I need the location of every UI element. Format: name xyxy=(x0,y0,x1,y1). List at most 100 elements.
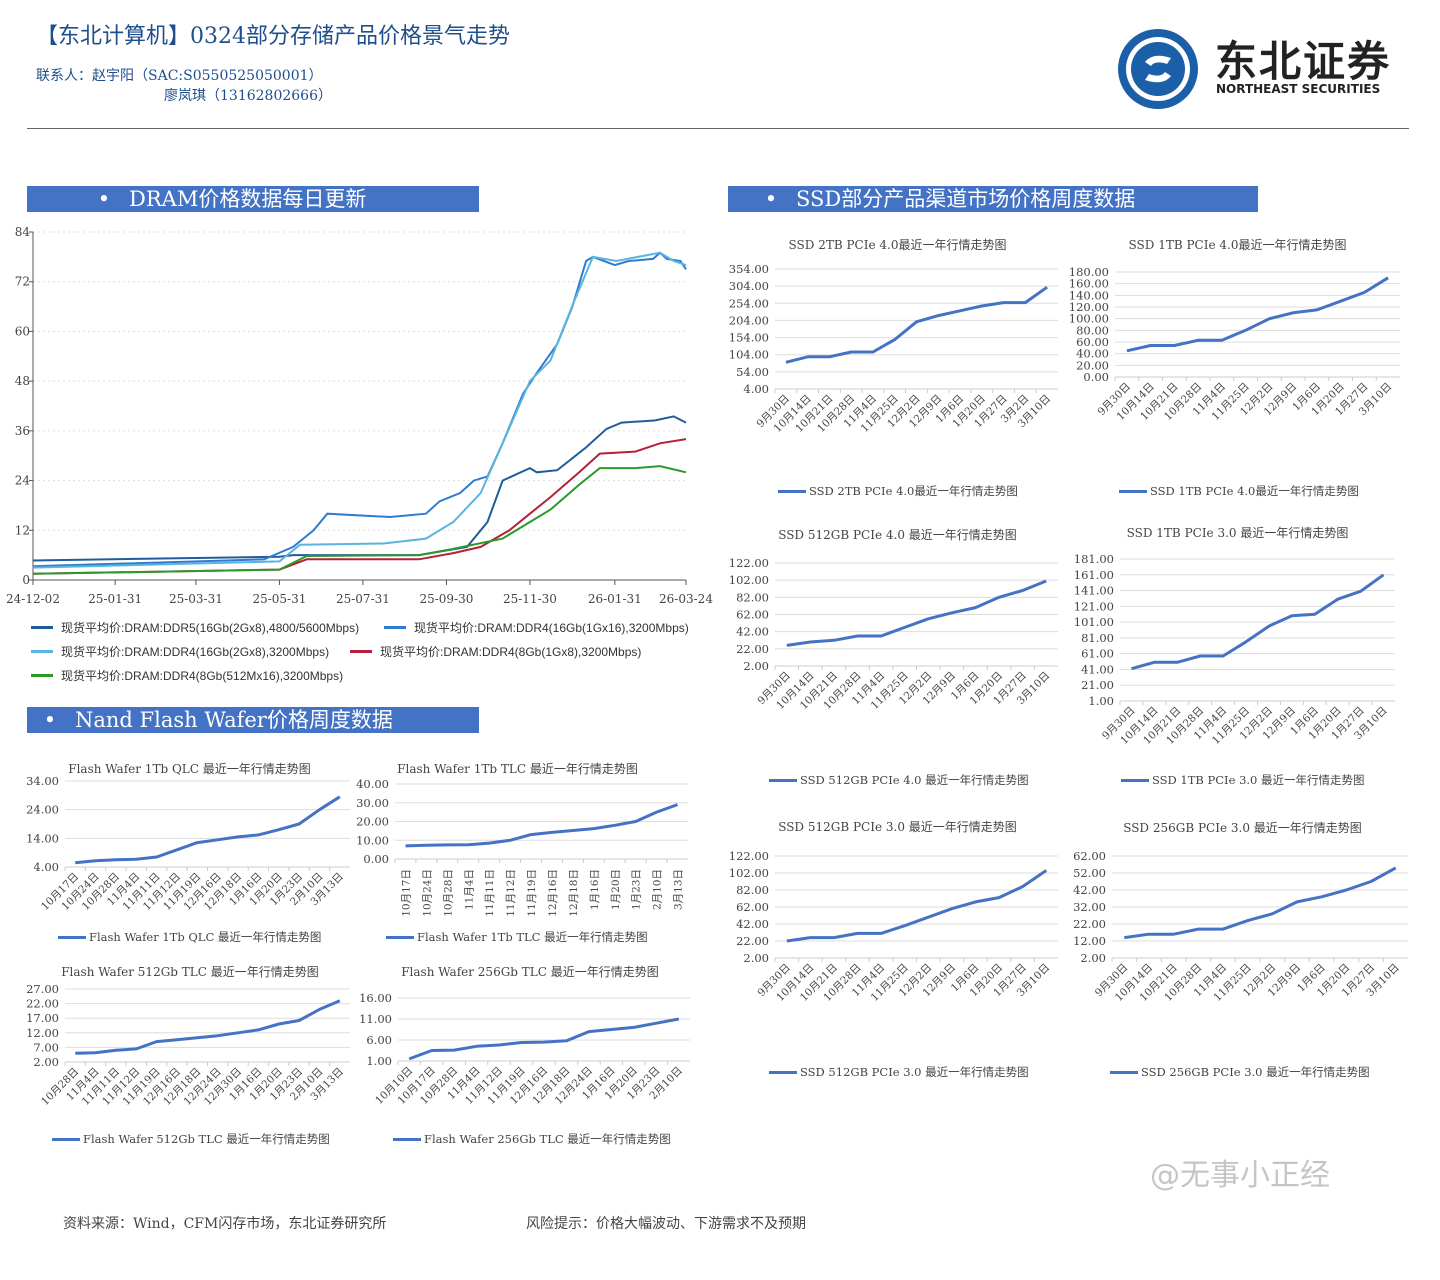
y-tick-label: 180.00 xyxy=(1069,265,1109,279)
y-tick-label: 2.00 xyxy=(743,659,769,673)
legend-swatch xyxy=(31,650,53,653)
legend-label: SSD 512GB PCIe 3.0 最近一年行情走势图 xyxy=(800,1065,1029,1079)
logo-name-en: NORTHEAST SECURITIES xyxy=(1216,82,1381,96)
y-tick-label: 160.00 xyxy=(1069,277,1109,291)
series-line xyxy=(32,251,687,568)
legend-label: SSD 512GB PCIe 4.0 最近一年行情走势图 xyxy=(800,773,1029,787)
y-tick-label: 2.00 xyxy=(33,1055,59,1069)
legend-item: 现货平均价:DRAM:DDR4(8Gb(1Gx8),3200Mbps) xyxy=(350,643,641,660)
y-tick-label: 22.00 xyxy=(26,997,59,1011)
legend-swatch xyxy=(1121,778,1149,782)
bullet: • xyxy=(764,187,778,211)
x-tick-label: 10月28日 xyxy=(442,869,454,917)
y-tick-label: 27.00 xyxy=(26,982,59,996)
legend-swatch xyxy=(384,626,406,629)
chart-title: Flash Wafer 256Gb TLC 最近一年行情走势图 xyxy=(401,965,659,979)
legend-label: Flash Wafer 512Gb TLC 最近一年行情走势图 xyxy=(83,1132,330,1146)
y-tick-label: 62.00 xyxy=(736,608,769,622)
y-tick-label: 80.00 xyxy=(1076,323,1109,337)
y-tick-label: 102.00 xyxy=(729,866,769,880)
y-tick-label: 204.00 xyxy=(729,313,769,327)
y-tick-label: 21.00 xyxy=(1081,678,1114,692)
x-tick-label: 25-05-31 xyxy=(252,592,306,606)
y-tick-label: 14.00 xyxy=(26,831,59,845)
logo-emblem-icon xyxy=(1118,29,1198,109)
x-tick-label: 10月24日 xyxy=(421,869,433,917)
x-tick-label: 24-12-02 xyxy=(6,592,60,606)
y-tick-label: 12 xyxy=(15,523,30,537)
legend-label: SSD 2TB PCIe 4.0最近一年行情走势图 xyxy=(809,484,1018,498)
y-tick-label: 0.00 xyxy=(1083,370,1109,384)
x-tick-label: 11月19日 xyxy=(526,869,538,917)
legend-swatch xyxy=(31,626,53,629)
chart-legend: SSD 512GB PCIe 3.0 最近一年行情走势图 xyxy=(769,1064,1029,1080)
legend-swatch xyxy=(58,935,86,939)
series-line xyxy=(786,579,1047,647)
chart-title: Flash Wafer 512Gb TLC 最近一年行情走势图 xyxy=(61,965,319,979)
section-title: SSD部分产品渠道市场价格周度数据 xyxy=(796,187,1136,211)
watermark: @无事小正经 xyxy=(1150,1158,1330,1193)
y-tick-label: 16.00 xyxy=(359,991,392,1005)
contact-line-1: 联系人：赵宇阳（SAC:S0550525050001） xyxy=(36,68,323,84)
series-line xyxy=(75,795,341,865)
y-tick-label: 120.00 xyxy=(1069,300,1109,314)
x-tick-label: 1月23日 xyxy=(631,869,643,910)
y-tick-label: 154.00 xyxy=(729,331,769,345)
y-tick-label: 11.00 xyxy=(359,1012,392,1026)
y-tick-label: 161.00 xyxy=(1074,568,1114,582)
y-tick-label: 141.00 xyxy=(1074,584,1114,598)
y-tick-label: 20.00 xyxy=(356,815,389,829)
section-header-dram: • DRAM价格数据每日更新 xyxy=(27,186,479,212)
legend-label: 现货平均价:DRAM:DDR4(8Gb(512Mx16),3200Mbps) xyxy=(61,669,344,683)
chart-title: Flash Wafer 1Tb TLC 最近一年行情走势图 xyxy=(397,762,638,776)
y-tick-label: 17.00 xyxy=(26,1011,59,1025)
y-tick-label: 61.00 xyxy=(1081,647,1114,661)
series-line xyxy=(785,285,1048,364)
logo: 东北证券 NORTHEAST SECURITIES xyxy=(1115,26,1415,116)
chart-legend: SSD 1TB PCIe 4.0最近一年行情走势图 xyxy=(1119,483,1359,499)
legend-label: 现货平均价:DRAM:DDR4(8Gb(1Gx8),3200Mbps) xyxy=(380,645,642,659)
x-tick-label: 10月17日 xyxy=(400,869,412,917)
chart-legend: SSD 512GB PCIe 4.0 最近一年行情走势图 xyxy=(769,772,1029,788)
y-tick-label: 42.00 xyxy=(1073,883,1106,897)
series-line xyxy=(1124,866,1397,940)
x-tick-label: 25-01-31 xyxy=(88,592,142,606)
chart-title: SSD 2TB PCIe 4.0最近一年行情走势图 xyxy=(788,238,1007,252)
legend-label: Flash Wafer 256Gb TLC 最近一年行情走势图 xyxy=(424,1132,671,1146)
chart-legend: Flash Wafer 256Gb TLC 最近一年行情走势图 xyxy=(393,1131,671,1147)
legend-swatch xyxy=(386,935,414,939)
y-tick-label: 6.00 xyxy=(366,1033,392,1047)
y-tick-label: 84 xyxy=(15,225,31,239)
chart-title: SSD 1TB PCIe 3.0 最近一年行情走势图 xyxy=(1126,526,1349,540)
y-tick-label: 62.00 xyxy=(1073,849,1106,863)
legend-label: SSD 1TB PCIe 4.0最近一年行情走势图 xyxy=(1150,484,1359,498)
y-tick-label: 122.00 xyxy=(729,556,769,570)
x-tick-label: 25-07-31 xyxy=(336,592,390,606)
series-line xyxy=(786,869,1048,943)
section-header-nand: • Nand Flash Wafer价格周度数据 xyxy=(27,707,479,733)
y-tick-label: 121.00 xyxy=(1074,599,1114,613)
x-tick-label: 12月18日 xyxy=(568,869,580,917)
x-tick-label: 25-11-30 xyxy=(503,592,557,606)
y-tick-label: 81.00 xyxy=(1081,631,1114,645)
source-note: 资料来源：Wind，CFM闪存市场，东北证券研究所 xyxy=(63,1216,387,1232)
legend-swatch xyxy=(769,1070,797,1074)
contact-line-2: 廖岚琪（13162802666） xyxy=(164,88,332,104)
chart-legend: SSD 256GB PCIe 3.0 最近一年行情走势图 xyxy=(1110,1064,1370,1080)
page-title: 【东北计算机】0324部分存储产品价格景气走势 xyxy=(36,24,510,49)
y-tick-label: 354.00 xyxy=(729,262,769,276)
y-tick-label: 304.00 xyxy=(729,279,769,293)
series-line xyxy=(32,251,687,569)
bullet: • xyxy=(43,708,57,732)
chart-title: SSD 256GB PCIe 3.0 最近一年行情走势图 xyxy=(1123,821,1362,835)
y-tick-label: 0 xyxy=(22,573,30,587)
y-tick-label: 42.00 xyxy=(736,917,769,931)
chart-title: Flash Wafer 1Tb QLC 最近一年行情走势图 xyxy=(68,762,311,776)
y-tick-label: 7.00 xyxy=(33,1040,59,1054)
chart-title: SSD 1TB PCIe 4.0最近一年行情走势图 xyxy=(1128,238,1347,252)
x-tick-label: 12月16日 xyxy=(547,869,559,917)
x-tick-label: 1月20日 xyxy=(610,869,622,910)
y-tick-label: 24.00 xyxy=(26,803,59,817)
legend-label: SSD 1TB PCIe 3.0 最近一年行情走势图 xyxy=(1152,773,1365,787)
y-tick-label: 2.00 xyxy=(743,951,769,965)
